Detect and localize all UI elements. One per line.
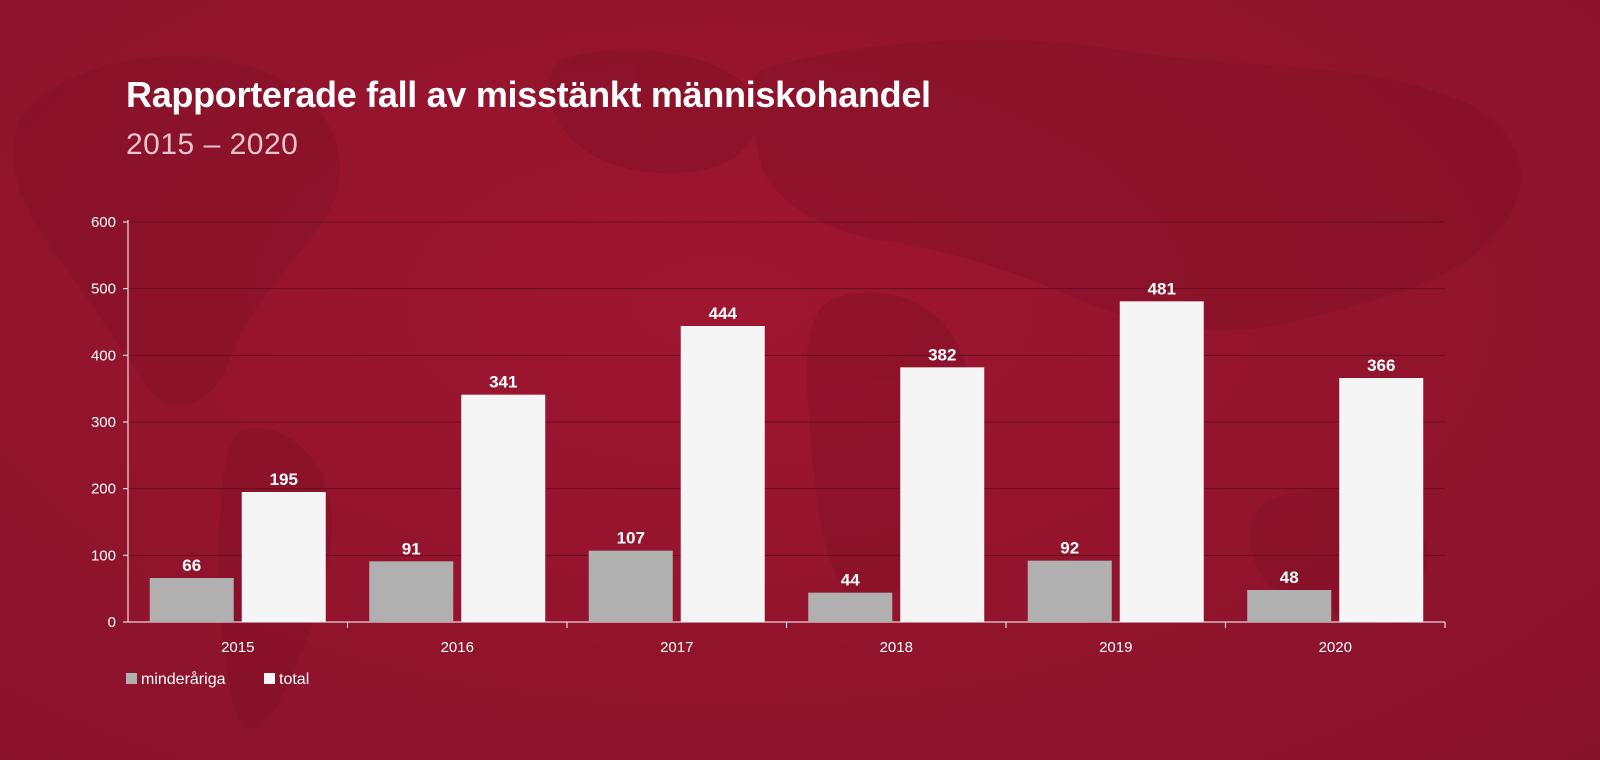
data-label: 341 [489,373,517,392]
x-tick-label: 2019 [1099,639,1132,656]
bar-total [1119,301,1204,622]
data-label: 66 [182,556,201,575]
bar-minor [149,578,234,622]
bar-minor [808,592,893,622]
data-label: 481 [1148,279,1176,298]
data-label: 48 [1280,568,1299,587]
bar-minor [1247,590,1332,622]
y-tick-label: 300 [91,414,116,431]
y-tick-label: 100 [91,547,116,564]
data-label: 92 [1060,539,1079,558]
x-tick-label: 2017 [660,639,693,656]
legend-swatch-total [264,673,275,684]
data-label: 44 [841,571,860,590]
y-tick-label: 400 [91,347,116,364]
x-tick-label: 2016 [441,639,474,656]
y-tick-label: 200 [91,481,116,498]
bar-total [900,367,985,622]
bar-total [1339,378,1424,622]
data-label: 91 [402,539,421,558]
legend-label: total [279,671,309,688]
y-tick-label: 600 [91,214,116,231]
data-label: 195 [270,470,298,489]
bar-minor [369,561,454,622]
y-tick-label: 500 [91,281,116,298]
chart-title: Rapporterade fall av misstänkt människoh… [126,74,931,115]
x-tick-label: 2018 [880,639,913,656]
chart-subtitle: 2015 – 2020 [126,128,299,161]
data-label: 382 [928,345,956,364]
bar-total [241,492,326,622]
legend-swatch-minor [126,673,137,684]
data-label: 366 [1367,356,1395,375]
x-tick-label: 2015 [221,639,254,656]
bar-total [461,394,546,622]
bar-minor [588,550,673,622]
data-label: 107 [617,529,645,548]
bar-minor [1027,560,1112,622]
data-label: 444 [709,304,738,323]
y-tick-label: 0 [108,614,116,631]
x-tick-label: 2020 [1319,639,1352,656]
legend-label: minderåriga [141,670,226,688]
bar-total [680,326,765,622]
